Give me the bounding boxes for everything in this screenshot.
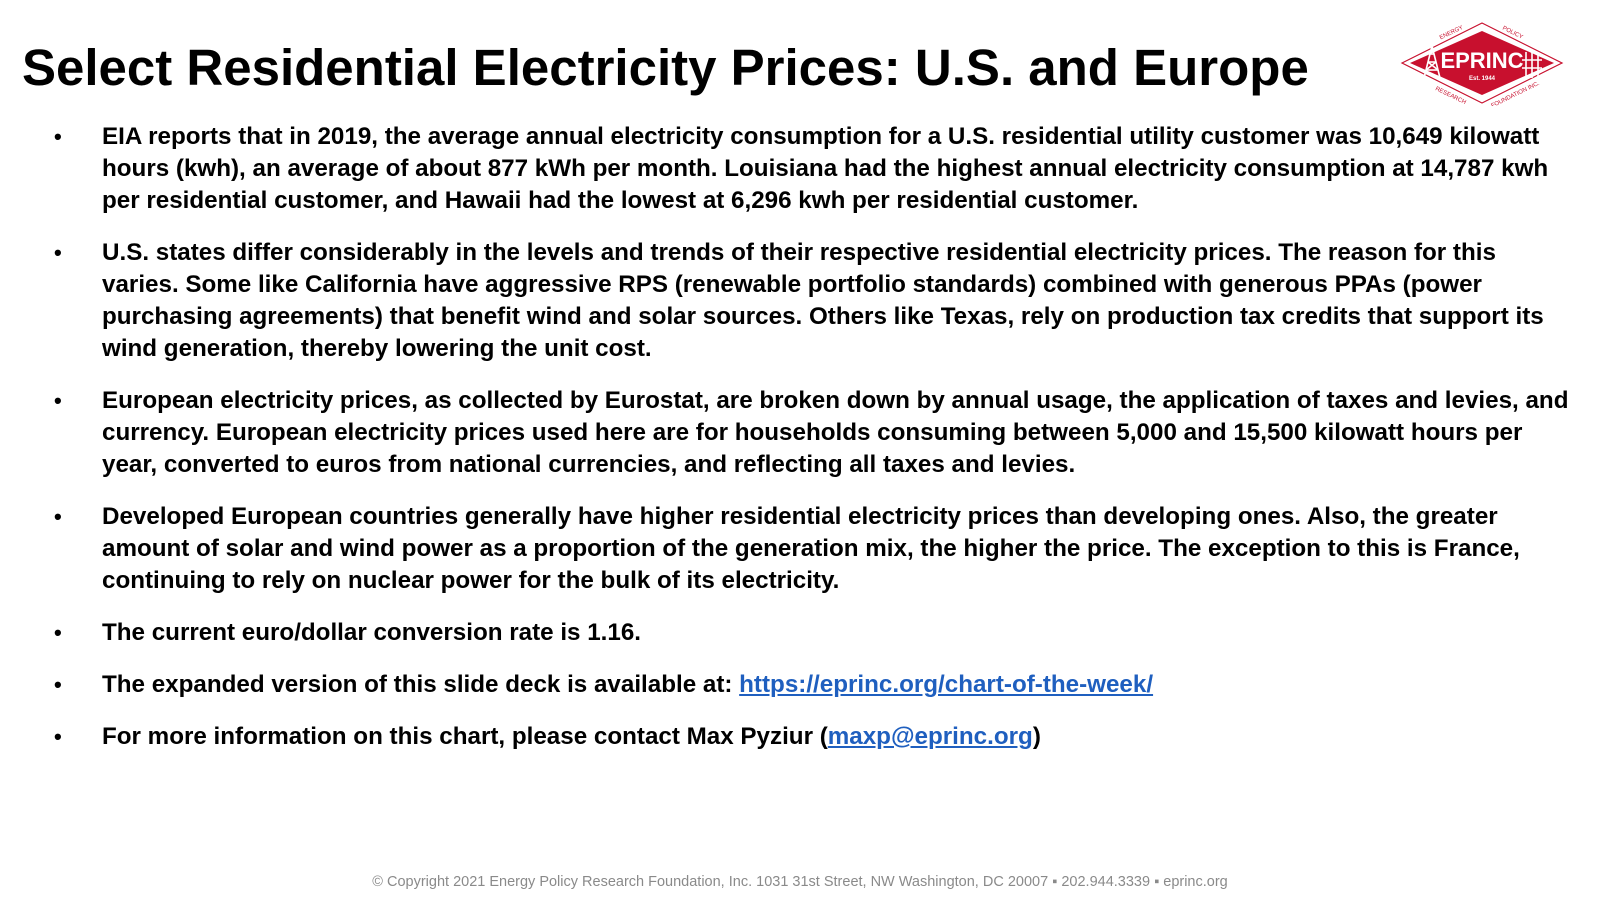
bullet-text: For more information on this chart, plea… xyxy=(102,723,828,750)
bullet-icon: • xyxy=(54,124,62,149)
bullet-item: • European electricity prices, as collec… xyxy=(54,385,1574,481)
bullet-text: European electricity prices, as collecte… xyxy=(102,387,1569,478)
bullet-icon: • xyxy=(54,240,62,265)
bullet-item: • EIA reports that in 2019, the average … xyxy=(54,121,1574,217)
bullet-text-after: ) xyxy=(1032,723,1041,750)
derrick-icon xyxy=(1423,45,1441,79)
bullet-text: The current euro/dollar conversion rate … xyxy=(102,619,642,646)
bullet-list: • EIA reports that in 2019, the average … xyxy=(54,121,1574,773)
bullet-text: Developed European countries generally h… xyxy=(102,503,1520,594)
logo-est: Est. 1944 xyxy=(1469,76,1496,82)
bullet-item: • The current euro/dollar conversion rat… xyxy=(54,617,1574,649)
bullet-icon: • xyxy=(54,724,62,749)
bullet-item: • Developed European countries generally… xyxy=(54,501,1574,597)
bullet-text: U.S. states differ considerably in the l… xyxy=(102,239,1544,362)
refinery-icon xyxy=(1522,50,1542,78)
logo-diamond xyxy=(1410,31,1554,95)
slide-title: Select Residential Electricity Prices: U… xyxy=(22,39,1309,96)
bullet-icon: • xyxy=(54,672,62,697)
bullet-icon: • xyxy=(54,620,62,645)
footer-copyright: © Copyright 2021 Energy Policy Research … xyxy=(372,874,1228,890)
bullet-icon: • xyxy=(54,504,62,529)
contact-email-link[interactable]: maxp@eprinc.org xyxy=(827,723,1033,750)
bullet-icon: • xyxy=(54,388,62,413)
bullet-item: • The expanded version of this slide dec… xyxy=(54,669,1574,701)
bullet-text: EIA reports that in 2019, the average an… xyxy=(102,123,1549,214)
logo-name: EPRINC xyxy=(1440,48,1523,73)
eprinc-logo: EPRINC Est. 1944 ENERGY POLICY RESEARCH … xyxy=(1400,22,1564,106)
bullet-item: • For more information on this chart, pl… xyxy=(54,721,1574,753)
bullet-text: The expanded version of this slide deck … xyxy=(102,671,740,698)
chart-of-the-week-link[interactable]: https://eprinc.org/chart-of-the-week/ xyxy=(739,671,1154,698)
bullet-item: • U.S. states differ considerably in the… xyxy=(54,237,1574,365)
logo-ring-bottom-left: RESEARCH xyxy=(1434,86,1467,106)
